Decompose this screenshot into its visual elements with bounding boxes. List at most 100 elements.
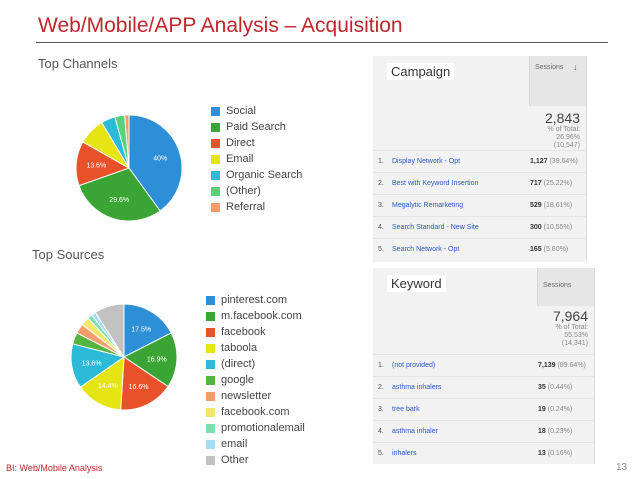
campaign-total-percent: 26.96% xyxy=(556,134,580,141)
legend-item-email: Email xyxy=(211,151,302,167)
legend-swatch xyxy=(211,186,220,196)
row-rank: 2. xyxy=(378,179,384,187)
legend-swatch xyxy=(211,202,220,212)
legend-swatch xyxy=(206,359,215,369)
top-channels-heading: Top Channels xyxy=(38,56,118,71)
top-channels-pie-chart: 40% 29.6% 13.6% xyxy=(75,114,183,222)
row-sessions-percent: (0.24%) xyxy=(545,405,573,413)
keyword-total-label: % of Total: xyxy=(555,324,588,331)
legend-item-m-facebook-com: m.facebook.com xyxy=(206,308,305,324)
row-sessions-percent: (0.44%) xyxy=(545,383,573,391)
campaign-total-value: 2,843 xyxy=(544,110,580,126)
legend-item-taboola: taboola xyxy=(206,340,305,356)
legend-swatch xyxy=(206,343,215,353)
footer-text: BI: Web/Mobile Analysis xyxy=(6,463,103,473)
pie-data-label: 14.4% xyxy=(98,383,118,390)
row-name-link[interactable]: tree bark xyxy=(392,405,420,413)
row-rank: 3. xyxy=(378,201,384,209)
keyword-sessions-column-header[interactable]: Sessions xyxy=(537,268,594,306)
pie-slice-social xyxy=(128,114,183,212)
legend-label: promotionalemail xyxy=(221,422,305,434)
legend-label: facebook.com xyxy=(221,406,290,418)
table-row: 1. (not provided) 7,139 (89.64%) xyxy=(373,354,594,375)
row-sessions-percent: (18.61%) xyxy=(541,201,573,209)
legend-item-newsletter: newsletter xyxy=(206,388,305,404)
legend-item-email: email xyxy=(206,436,305,452)
table-row: 2. asthma inhalers 35 (0.44%) xyxy=(373,376,594,397)
row-name-link[interactable]: Search Network - Opt xyxy=(392,245,460,253)
legend-label: (Other) xyxy=(226,185,261,197)
row-name-link[interactable]: Display Network - Opt xyxy=(392,157,461,165)
page-number: 13 xyxy=(616,462,628,473)
row-sessions: 35 (0.44%) xyxy=(538,384,594,391)
row-sessions-percent: (89.64%) xyxy=(555,361,586,369)
row-sessions-value: 165 xyxy=(530,245,542,253)
legend-label: facebook xyxy=(221,326,266,338)
legend-label: Organic Search xyxy=(226,169,303,181)
row-sessions-value: 18 xyxy=(538,427,546,435)
row-sessions-percent: (25.22%) xyxy=(541,179,573,187)
row-name-link[interactable]: (not provided) xyxy=(392,361,436,369)
legend-item-paid-search: Paid Search xyxy=(211,119,302,135)
pie-slice-paid-search xyxy=(78,167,161,222)
pie-slice-other xyxy=(94,303,125,359)
table-row: 5. inhalers 13 (0.16%) xyxy=(373,442,594,463)
row-sessions-value: 13 xyxy=(538,449,546,457)
pie-data-label: 29.6% xyxy=(109,197,129,204)
row-sessions: 300 (10.55%) xyxy=(530,224,586,231)
campaign-label: Campaign xyxy=(387,63,455,80)
legend-label: pinterest.com xyxy=(221,294,288,306)
row-name-link[interactable]: Megalytic Remarketing xyxy=(392,201,464,209)
legend-item-google: google xyxy=(206,372,305,388)
arrow-down-icon[interactable]: ↓ xyxy=(573,62,578,72)
row-name-link[interactable]: Search Standard - New Site xyxy=(392,223,479,231)
pie-data-label: 40% xyxy=(153,155,167,162)
table-row: 3. Megalytic Remarketing 529 (18.61%) xyxy=(373,194,586,215)
row-sessions-percent: (5.80%) xyxy=(541,245,569,253)
keyword-total-overall: (14,341) xyxy=(561,340,588,347)
table-row: 4. Search Standard - New Site 300 (10.55%) xyxy=(373,216,586,237)
legend-swatch xyxy=(211,122,220,132)
table-row: 1. Display Network - Opt 1,127 (39.64%) xyxy=(373,150,586,171)
keyword-label: Keyword xyxy=(387,275,446,292)
row-sessions-value: 1,127 xyxy=(530,157,548,165)
top-sources-heading: Top Sources xyxy=(32,247,105,262)
legend-swatch xyxy=(206,375,215,385)
row-rank: 3. xyxy=(378,405,384,413)
legend-label: Email xyxy=(226,153,254,165)
pie-data-label: 16.6% xyxy=(129,384,149,391)
row-rank: 2. xyxy=(378,383,384,391)
pie-data-label: 17.5% xyxy=(131,326,151,333)
legend-item-direct: (direct) xyxy=(206,356,305,372)
legend-swatch xyxy=(211,138,220,148)
legend-item-facebook: facebook xyxy=(206,324,305,340)
pie-slice-facebook xyxy=(120,356,169,411)
legend-swatch xyxy=(206,311,215,321)
legend-swatch xyxy=(211,154,220,164)
pie-slice-pinterest-com xyxy=(123,303,172,358)
row-name-link[interactable]: Best with Keyword Insertion xyxy=(392,179,479,187)
pie-data-label: 16.9% xyxy=(147,356,167,363)
keyword-header: Keyword xyxy=(373,268,594,292)
row-sessions-value: 35 xyxy=(538,383,546,391)
legend-label: newsletter xyxy=(221,390,272,402)
campaign-header: Campaign xyxy=(373,56,586,80)
row-name-link[interactable]: asthma inhaler xyxy=(392,427,438,435)
legend-item-promotionalemail: promotionalemail xyxy=(206,420,305,436)
row-sessions-value: 19 xyxy=(538,405,546,413)
table-row: 3. tree bark 19 (0.24%) xyxy=(373,398,594,419)
keyword-total-percent: 55.53% xyxy=(564,332,588,339)
campaign-sessions-column-header[interactable]: Sessions ↓ xyxy=(529,56,586,106)
row-sessions: 529 (18.61%) xyxy=(530,202,586,209)
row-rank: 5. xyxy=(378,449,384,457)
legend-item-social: Social xyxy=(211,103,302,119)
legend-label: Referral xyxy=(226,201,266,213)
row-rank: 4. xyxy=(378,427,384,435)
legend-swatch xyxy=(211,106,220,116)
row-name-link[interactable]: asthma inhalers xyxy=(392,383,442,391)
row-sessions: 7,139 (89.64%) xyxy=(538,362,594,369)
legend-label: Paid Search xyxy=(226,121,286,133)
row-name-link[interactable]: inhalers xyxy=(392,449,417,457)
top-channels-legend: Social Paid Search Direct Email Organic Sear… xyxy=(211,103,302,215)
slide-title: Web/Mobile/APP Analysis – Acquisition xyxy=(38,14,403,37)
